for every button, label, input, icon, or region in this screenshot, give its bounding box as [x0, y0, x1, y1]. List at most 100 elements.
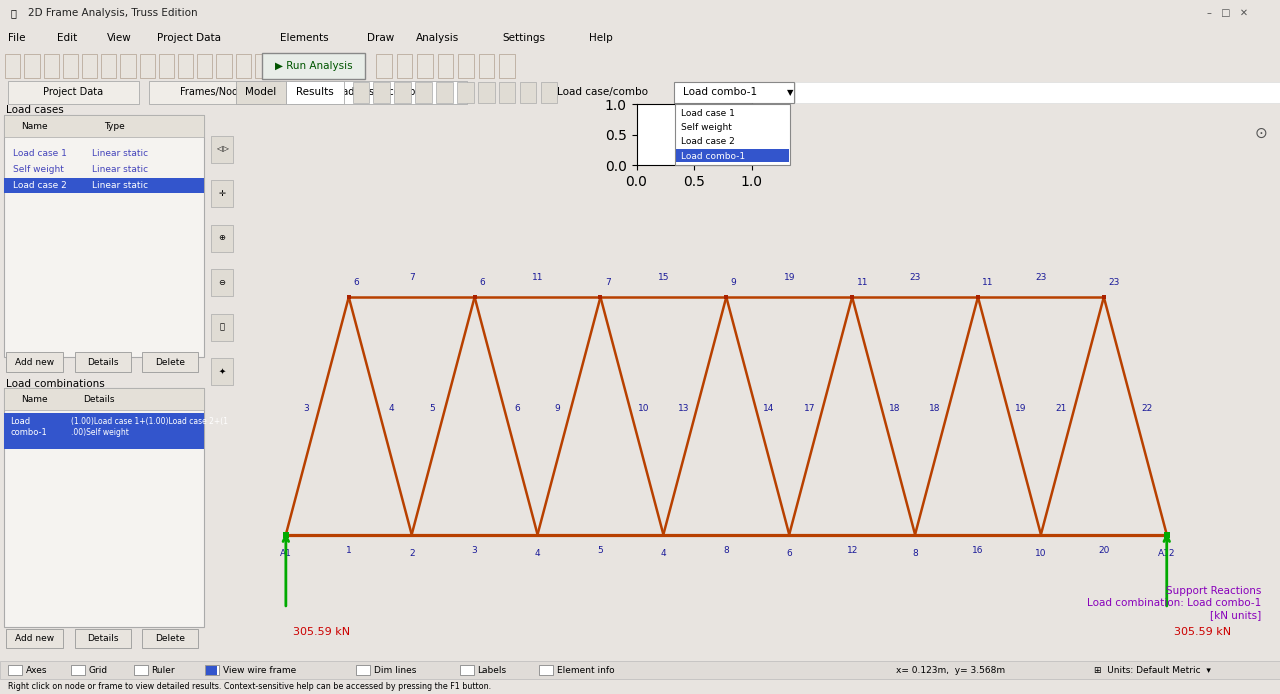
Text: Right click on node or frame to view detailed results. Context-sensitive help ca: Right click on node or frame to view det… — [8, 682, 490, 691]
FancyBboxPatch shape — [140, 53, 155, 78]
FancyBboxPatch shape — [539, 666, 553, 675]
Text: 1: 1 — [346, 546, 352, 555]
Text: 5: 5 — [429, 404, 435, 413]
Text: Results: Results — [296, 87, 334, 97]
Text: ⊕: ⊕ — [219, 233, 225, 242]
FancyBboxPatch shape — [133, 666, 147, 675]
Text: 13: 13 — [678, 404, 689, 413]
Text: (1.00)Load case 1+(1.00)Load case 2+(1
.00)Self weight: (1.00)Load case 1+(1.00)Load case 2+(1 .… — [70, 417, 228, 437]
FancyBboxPatch shape — [24, 53, 40, 78]
Text: 7: 7 — [605, 278, 611, 287]
Text: Load
combo-1: Load combo-1 — [10, 417, 47, 437]
FancyBboxPatch shape — [457, 83, 474, 103]
Text: 🔍: 🔍 — [220, 322, 224, 331]
Text: 🖥: 🖥 — [10, 8, 17, 18]
Text: ⊙: ⊙ — [1254, 126, 1267, 142]
FancyBboxPatch shape — [236, 53, 251, 78]
FancyBboxPatch shape — [795, 83, 1280, 103]
Text: Load case 2: Load case 2 — [681, 137, 735, 146]
Text: Ruler: Ruler — [151, 666, 175, 675]
Text: 12: 12 — [846, 546, 858, 555]
Text: Add new: Add new — [15, 358, 54, 367]
Text: 9: 9 — [554, 404, 561, 413]
Text: ✛: ✛ — [219, 189, 225, 198]
FancyBboxPatch shape — [352, 83, 369, 103]
Text: View wire frame: View wire frame — [223, 666, 296, 675]
FancyBboxPatch shape — [159, 53, 174, 78]
Text: ⊖: ⊖ — [219, 278, 225, 287]
FancyBboxPatch shape — [477, 83, 494, 103]
Text: Load combo-1: Load combo-1 — [682, 87, 756, 97]
Text: Load case 2: Load case 2 — [13, 181, 67, 190]
FancyBboxPatch shape — [63, 53, 78, 78]
Text: Dim lines: Dim lines — [374, 666, 417, 675]
FancyBboxPatch shape — [6, 629, 63, 648]
FancyBboxPatch shape — [4, 178, 205, 193]
FancyBboxPatch shape — [458, 53, 474, 78]
FancyBboxPatch shape — [82, 53, 97, 78]
Text: Type: Type — [105, 122, 125, 131]
FancyBboxPatch shape — [376, 53, 392, 78]
Text: 23: 23 — [1108, 278, 1120, 287]
Text: 3: 3 — [303, 404, 308, 413]
FancyBboxPatch shape — [520, 83, 536, 103]
FancyBboxPatch shape — [675, 104, 790, 165]
Text: Project Data: Project Data — [44, 87, 104, 97]
FancyBboxPatch shape — [101, 53, 116, 78]
FancyBboxPatch shape — [4, 388, 205, 627]
Text: 20: 20 — [1098, 546, 1110, 555]
Text: 4: 4 — [660, 550, 666, 559]
Text: Frames/Nodes: Frames/Nodes — [180, 87, 250, 97]
Text: Load case/combo: Load case/combo — [557, 87, 648, 97]
Text: 19: 19 — [783, 273, 795, 282]
Text: Linear static: Linear static — [92, 165, 148, 174]
Text: Load case 1: Load case 1 — [681, 110, 735, 119]
FancyBboxPatch shape — [8, 666, 22, 675]
Text: 305.59 kN: 305.59 kN — [1174, 627, 1231, 636]
Text: ▶ Run Analysis: ▶ Run Analysis — [275, 61, 352, 71]
Text: Details: Details — [87, 358, 119, 367]
FancyBboxPatch shape — [417, 53, 433, 78]
Text: Element info: Element info — [557, 666, 614, 675]
FancyBboxPatch shape — [394, 83, 411, 103]
FancyBboxPatch shape — [397, 53, 412, 78]
Text: Details: Details — [83, 395, 115, 404]
Text: –   □   ✕: – □ ✕ — [1207, 8, 1248, 18]
FancyBboxPatch shape — [8, 81, 138, 104]
FancyBboxPatch shape — [374, 83, 390, 103]
Text: 8: 8 — [913, 550, 918, 559]
FancyBboxPatch shape — [291, 81, 467, 104]
Text: x= 0.123m,  y= 3.568m: x= 0.123m, y= 3.568m — [896, 666, 1005, 675]
Text: A12: A12 — [1158, 550, 1175, 559]
Text: 10: 10 — [637, 404, 649, 413]
FancyBboxPatch shape — [211, 180, 233, 207]
Text: 7: 7 — [408, 273, 415, 282]
FancyBboxPatch shape — [415, 83, 431, 103]
FancyBboxPatch shape — [5, 53, 20, 78]
Text: 8: 8 — [723, 546, 730, 555]
FancyBboxPatch shape — [460, 666, 474, 675]
Text: Name: Name — [20, 395, 47, 404]
FancyBboxPatch shape — [255, 53, 270, 78]
FancyBboxPatch shape — [285, 81, 344, 104]
Text: A1: A1 — [280, 550, 292, 559]
FancyBboxPatch shape — [211, 225, 233, 252]
Text: Grid: Grid — [88, 666, 108, 675]
FancyBboxPatch shape — [4, 115, 205, 137]
FancyBboxPatch shape — [211, 136, 233, 162]
Text: 4: 4 — [389, 404, 394, 413]
FancyBboxPatch shape — [6, 353, 63, 373]
Text: 15: 15 — [658, 273, 669, 282]
Text: 6: 6 — [479, 278, 485, 287]
Text: 6: 6 — [786, 550, 792, 559]
FancyBboxPatch shape — [499, 83, 516, 103]
Text: Linear static: Linear static — [92, 181, 148, 190]
FancyBboxPatch shape — [211, 269, 233, 296]
FancyBboxPatch shape — [76, 629, 132, 648]
FancyBboxPatch shape — [356, 666, 370, 675]
Text: Name: Name — [20, 122, 47, 131]
FancyBboxPatch shape — [142, 353, 198, 373]
Text: ▼: ▼ — [787, 87, 794, 96]
Text: 14: 14 — [763, 404, 774, 413]
Text: Settings: Settings — [503, 33, 545, 42]
